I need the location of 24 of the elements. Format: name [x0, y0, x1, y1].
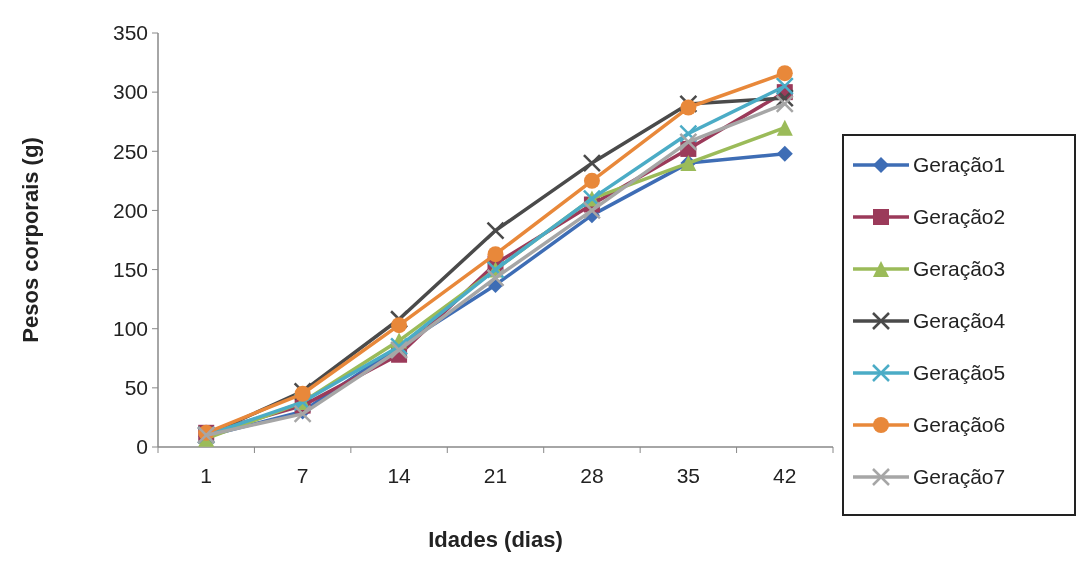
y-tick-label: 50	[124, 376, 148, 400]
y-tick-label: 150	[112, 257, 148, 281]
y-tick-label: 300	[112, 80, 148, 104]
legend-label: Geração2	[913, 205, 1006, 229]
x-tick-label: 28	[580, 464, 604, 487]
y-tick-label: 350	[112, 21, 148, 45]
x-tick-label: 7	[296, 464, 309, 487]
y-tick-label: 100	[112, 317, 148, 341]
legend-label: Geração6	[913, 413, 1006, 437]
x-axis-title: Idades (dias)	[428, 527, 563, 552]
legend-label: Geração1	[913, 153, 1006, 177]
legend-label: Geração7	[913, 465, 1006, 489]
y-tick-label: 250	[112, 139, 148, 163]
legend-label: Geração5	[913, 361, 1006, 385]
legend-label: Geração3	[913, 257, 1006, 281]
y-tick-label: 0	[136, 435, 148, 459]
y-axis-title: Pesos corporais (g)	[18, 137, 43, 343]
x-tick-label: 42	[773, 464, 797, 487]
x-tick-label: 35	[676, 464, 701, 487]
legend-label: Geração4	[913, 309, 1006, 333]
y-tick-label: 200	[112, 198, 148, 222]
x-tick-label: 14	[387, 464, 412, 487]
x-tick-label: 1	[200, 464, 213, 487]
x-tick-label: 21	[483, 464, 508, 487]
